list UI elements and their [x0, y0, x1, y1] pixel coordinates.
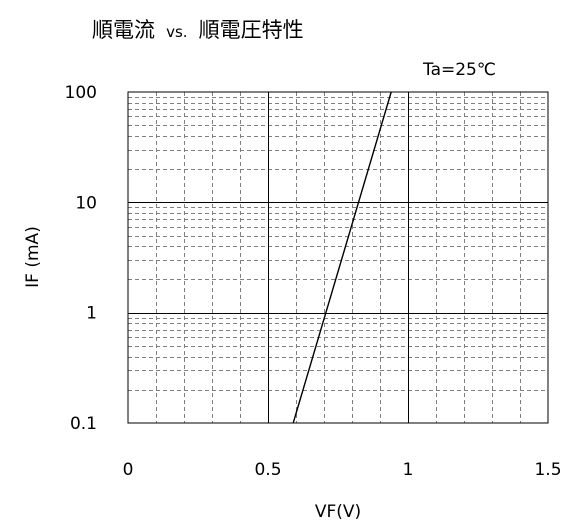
condition-label: Ta=25℃	[422, 60, 496, 80]
x-tick-label: 0.5	[254, 460, 281, 480]
x-tick-label: 1	[403, 460, 414, 480]
y-tick-label: 0.1	[70, 414, 97, 434]
chart-title-part2: 順電圧特性	[199, 18, 304, 42]
y-axis-label: IF (mA)	[23, 226, 43, 288]
chart-title-part1: 順電流	[92, 18, 155, 42]
minor-grid	[128, 92, 548, 423]
y-tick-label: 1	[86, 304, 97, 324]
chart-title: 順電流 vs. 順電圧特性	[92, 18, 304, 42]
major-grid	[128, 92, 548, 423]
plot-frame	[127, 91, 549, 424]
x-axis-label: VF(V)	[315, 502, 361, 522]
series-layer	[292, 91, 392, 424]
x-tick-label: 0	[123, 460, 134, 480]
x-tick-labels: 0 0.5 1 1.5	[123, 460, 562, 480]
y-tick-label: 10	[75, 193, 97, 213]
series-line	[292, 91, 392, 424]
y-tick-labels: 0.1 1 10 100	[65, 83, 97, 434]
x-tick-label: 1.5	[534, 460, 561, 480]
plot-area	[128, 92, 548, 423]
chart-title-vs: vs.	[166, 23, 187, 41]
y-tick-label: 100	[65, 83, 97, 103]
